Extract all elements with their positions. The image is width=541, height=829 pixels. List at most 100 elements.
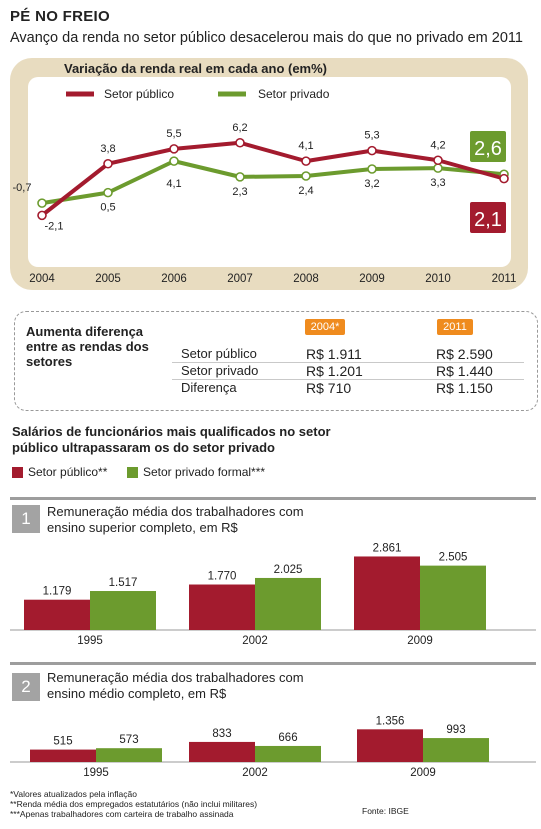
data-label-private: 2,3 bbox=[232, 186, 247, 198]
point-public bbox=[499, 173, 509, 184]
callout-public-2011-label: 2,1 bbox=[474, 209, 502, 231]
line-chart: Setor público Setor privado 2004 2005 2006 20… bbox=[13, 87, 517, 285]
x-tick-label: 2009 bbox=[410, 767, 436, 779]
value-difference-2011: R$ 1.150 bbox=[436, 380, 493, 396]
bar-private bbox=[90, 591, 156, 630]
legend-public-swatch bbox=[12, 467, 23, 478]
value-private-2011: R$ 1.440 bbox=[436, 363, 493, 379]
legend-label-private: Setor privado bbox=[258, 87, 330, 101]
x-tick-label: 2008 bbox=[293, 273, 319, 285]
bar-public bbox=[24, 599, 90, 630]
bar-label-private: 2.025 bbox=[274, 564, 303, 576]
data-label-private: 2,4 bbox=[298, 185, 313, 197]
bar-label-private: 573 bbox=[119, 734, 138, 746]
value-public-2011: R$ 2.590 bbox=[436, 346, 493, 362]
point-private bbox=[235, 172, 245, 182]
x-tick-label: 1995 bbox=[77, 635, 103, 647]
data-label-public: 5,5 bbox=[166, 128, 181, 140]
data-label-public: 6,2 bbox=[232, 122, 247, 134]
section-divider bbox=[10, 497, 536, 500]
point-public bbox=[169, 144, 179, 154]
page-subtitle: Avanço da renda no setor público desacel… bbox=[10, 30, 523, 46]
point-private bbox=[37, 198, 47, 208]
source-note: Fonte: IBGE bbox=[362, 806, 409, 816]
bar-chart-2: 515 573 1995 833 666 2002 1.356 993 2009 bbox=[10, 715, 536, 779]
section-divider bbox=[10, 662, 536, 665]
point-public bbox=[103, 158, 113, 169]
bar-label-private: 666 bbox=[278, 732, 297, 744]
x-tick-label: 2006 bbox=[161, 273, 187, 285]
legend-label-public: Setor público bbox=[104, 87, 174, 101]
x-tick-label: 2005 bbox=[95, 273, 121, 285]
bar-public bbox=[189, 584, 255, 630]
bar-public bbox=[189, 741, 255, 762]
bar-label-public: 833 bbox=[212, 728, 231, 740]
section-number-1: 1 bbox=[12, 505, 40, 533]
row-divider bbox=[172, 362, 524, 363]
footnote-1: *Valores atualizados pela inflação bbox=[10, 789, 137, 799]
x-tick-label: 2002 bbox=[242, 635, 268, 647]
x-tick-label: 2009 bbox=[359, 273, 385, 285]
bar-label-public: 515 bbox=[53, 736, 72, 748]
row-divider bbox=[172, 379, 524, 380]
column-badge-2011: 2011 bbox=[437, 319, 473, 335]
bar-private bbox=[255, 745, 321, 762]
bar-public bbox=[30, 749, 96, 762]
point-public bbox=[367, 145, 377, 156]
data-label-private: 4,1 bbox=[166, 178, 181, 190]
row-label-difference: Diferença bbox=[181, 380, 237, 395]
bar-label-private: 993 bbox=[446, 724, 465, 736]
callout-public-2011 bbox=[468, 200, 508, 235]
data-label-private: 0,5 bbox=[100, 202, 115, 214]
legend-public-label: Setor público** bbox=[28, 465, 108, 479]
data-label-public: -2,1 bbox=[45, 220, 64, 232]
point-public bbox=[301, 156, 311, 166]
bar-label-private: 2.505 bbox=[439, 552, 468, 564]
x-tick-label: 2007 bbox=[227, 273, 253, 285]
point-private bbox=[367, 164, 377, 174]
bar-label-public: 1.770 bbox=[208, 571, 237, 583]
point-public bbox=[37, 210, 47, 221]
footnote-2: **Renda média dos empregados estatutário… bbox=[10, 799, 258, 809]
x-tick-label: 2002 bbox=[242, 767, 268, 779]
bar-label-public: 1.356 bbox=[376, 715, 405, 727]
data-label-private: 3,3 bbox=[430, 177, 445, 189]
x-tick-label: 2009 bbox=[407, 635, 433, 647]
bar-private bbox=[420, 565, 486, 630]
data-label-public: 5,3 bbox=[364, 130, 379, 142]
data-label-private: -0,7 bbox=[13, 182, 32, 194]
point-private bbox=[433, 163, 443, 173]
point-public bbox=[433, 155, 443, 166]
bar-chart-1: 1.179 1.517 1995 1.770 2.025 2002 2.861 2.505 20… bbox=[10, 542, 536, 647]
bar-label-public: 1.179 bbox=[43, 586, 72, 598]
point-private bbox=[103, 187, 113, 198]
footnote-3: ***Apenas trabalhadores com carteira de … bbox=[10, 809, 234, 819]
legend-private-label: Setor privado formal*** bbox=[143, 465, 266, 479]
section-number-2: 2 bbox=[12, 673, 40, 701]
bar-public bbox=[357, 729, 423, 762]
bar-chart-2-title: Remuneração média dos trabalhadores com … bbox=[47, 670, 304, 701]
row-label-private: Setor privado bbox=[181, 363, 259, 378]
bar-chart-1-title: Remuneração média dos trabalhadores com … bbox=[47, 504, 304, 535]
callout-private-2011 bbox=[468, 129, 508, 164]
comparison-heading: Aumenta diferença entre as rendas dos se… bbox=[26, 324, 149, 369]
x-tick-label: 2004 bbox=[29, 273, 55, 285]
bar-private bbox=[255, 577, 321, 630]
line-chart-title: Variação da renda real em cada ano (em%) bbox=[64, 61, 328, 76]
data-label-public: 4,1 bbox=[298, 140, 313, 152]
bar-private bbox=[96, 748, 162, 762]
x-tick-label: 2011 bbox=[492, 273, 517, 285]
column-badge-2004: 2004* bbox=[305, 319, 345, 335]
point-private bbox=[169, 156, 179, 166]
value-difference-2004: R$ 710 bbox=[306, 380, 352, 396]
callout-private-2011-label: 2,6 bbox=[474, 138, 502, 160]
bar-label-public: 2.861 bbox=[373, 542, 402, 554]
legend-private-swatch bbox=[127, 467, 138, 478]
bars-heading: Salários de funcionários mais qualificad… bbox=[12, 424, 331, 455]
line-chart-plot-area bbox=[28, 77, 511, 267]
page-title: PÉ NO FREIO bbox=[10, 8, 110, 25]
series-line-public bbox=[40, 140, 505, 217]
row-label-public: Setor público bbox=[181, 346, 257, 361]
data-label-public: 3,8 bbox=[100, 143, 115, 155]
point-public bbox=[235, 137, 245, 148]
